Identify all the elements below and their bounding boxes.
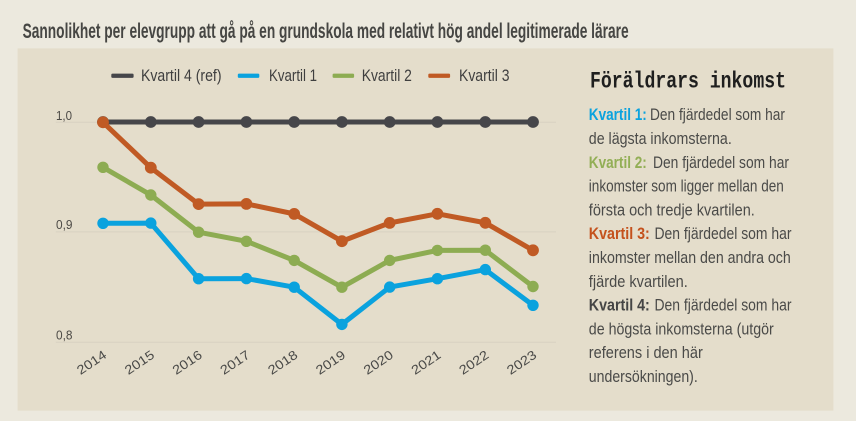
svg-text:inkomster som ligger mellan de: inkomster som ligger mellan den <box>589 177 784 196</box>
svg-text:Kvartil 3: Kvartil 3 <box>459 66 510 85</box>
svg-text:0,8: 0,8 <box>56 328 73 343</box>
svg-text:Sannolikhet per elevgrupp att: Sannolikhet per elevgrupp att gå på en g… <box>23 20 629 43</box>
svg-text:fjärde kvartilen.: fjärde kvartilen. <box>589 272 688 291</box>
svg-text:Kvartil 2:: Kvartil 2: <box>589 153 647 172</box>
svg-text:Den fjärdedel som har: Den fjärdedel som har <box>655 296 792 315</box>
svg-text:0,9: 0,9 <box>56 217 73 232</box>
svg-text:undersökningen).: undersökningen). <box>589 367 698 386</box>
svg-text:de högsta inkomsterna (utgör: de högsta inkomsterna (utgör <box>589 319 774 338</box>
svg-text:första och tredje kvartilen.: första och tredje kvartilen. <box>589 200 755 219</box>
svg-text:Kvartil 2: Kvartil 2 <box>362 66 412 85</box>
svg-text:Den fjärdedel som har: Den fjärdedel som har <box>655 224 792 243</box>
svg-text:Föräldrars inkomst: Föräldrars inkomst <box>590 69 786 95</box>
svg-text:Kvartil 4:: Kvartil 4: <box>589 296 650 315</box>
svg-text:referens i den här: referens i den här <box>589 343 703 362</box>
svg-text:de lägsta inkomsterna.: de lägsta inkomsterna. <box>589 129 732 148</box>
svg-text:Den fjärdedel som har: Den fjärdedel som har <box>653 153 789 172</box>
svg-text:Kvartil 1: Kvartil 1 <box>269 66 317 85</box>
svg-text:Den fjärdedel som har: Den fjärdedel som har <box>650 105 785 124</box>
svg-text:Kvartil 4 (ref): Kvartil 4 (ref) <box>141 66 222 85</box>
svg-text:Kvartil 3:: Kvartil 3: <box>589 224 650 243</box>
svg-text:inkomster mellan den andra och: inkomster mellan den andra och <box>589 248 791 267</box>
svg-text:1,0: 1,0 <box>56 108 72 123</box>
svg-text:Kvartil 1:: Kvartil 1: <box>589 105 647 124</box>
